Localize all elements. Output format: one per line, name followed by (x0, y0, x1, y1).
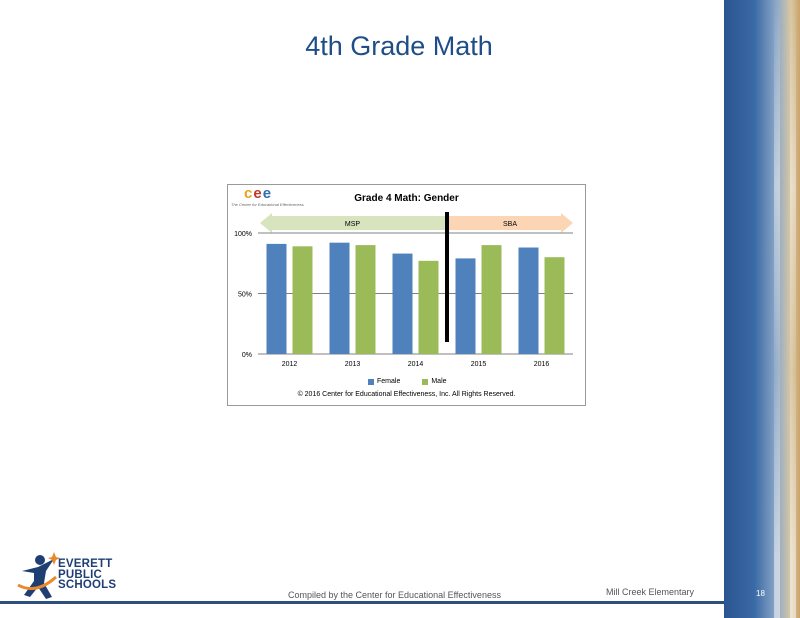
band-streak (790, 0, 796, 618)
bar-female (518, 247, 539, 354)
y-tick-label: 100% (234, 231, 252, 238)
logo-figure-icon (17, 552, 60, 599)
slide-title: 4th Grade Math (305, 31, 493, 61)
x-tick-label: 2015 (471, 361, 487, 368)
bar-male (355, 245, 376, 354)
cee-letter: c (244, 185, 254, 202)
bar-male (418, 260, 439, 354)
bar-male (292, 246, 313, 354)
band-msp (260, 213, 447, 233)
band-label-msp: MSP (345, 221, 361, 228)
band-streak (774, 0, 780, 618)
bar-female (392, 253, 413, 354)
footer-compiled-by: Compiled by the Center for Educational E… (288, 590, 501, 600)
y-tick-label: 50% (238, 292, 252, 299)
legend-swatch-female (368, 378, 374, 385)
y-tick-label: 0% (242, 352, 252, 359)
band-label-sba: SBA (503, 221, 517, 228)
legend-label-male: Male (431, 378, 447, 385)
bar-female (455, 258, 476, 354)
bar-male (544, 257, 565, 354)
page-number: 18 (756, 589, 765, 598)
cee-logo: cee The Center for Educational Effective… (230, 186, 304, 210)
chart-image: cee The Center for Educational Effective… (227, 184, 586, 406)
chart-title: Grade 4 Math: Gender (354, 193, 459, 204)
legend-item-female: Female (368, 378, 400, 385)
chart-plot: MSP SBA 0% 50% 100% 2012 2013 2014 2015 2016 (234, 212, 573, 368)
band-sba (447, 213, 573, 233)
cee-logo-subtitle: The Center for Educational Effectiveness (231, 202, 304, 207)
legend-item-male: Male (422, 378, 447, 385)
cee-letter: e (253, 185, 263, 202)
footer-school-name: Mill Creek Elementary (606, 587, 695, 597)
x-tick-label: 2016 (534, 361, 550, 368)
cee-logo-letters: cee (230, 186, 294, 202)
everett-public-schools-logo: EVERETT PUBLIC SCHOOLS (16, 551, 146, 601)
chart-copyright: © 2016 Center for Educational Effectiven… (297, 391, 516, 398)
bar-female (329, 242, 350, 354)
bar-male (481, 245, 502, 354)
cee-letter: e (262, 185, 273, 202)
decorative-side-band (724, 0, 800, 618)
x-tick-label: 2014 (408, 361, 424, 368)
x-tick-label: 2012 (282, 361, 298, 368)
logo-line: SCHOOLS (58, 579, 117, 591)
footer-divider (0, 601, 724, 604)
logo-text: EVERETT PUBLIC SCHOOLS (58, 559, 116, 591)
bar-female (266, 243, 287, 354)
logo-line: PUBLIC (58, 568, 103, 581)
legend-label-female: Female (377, 378, 401, 385)
chart-legend: Female Male (368, 378, 447, 385)
legend-swatch-male (422, 378, 429, 385)
x-tick-label: 2013 (345, 361, 361, 368)
logo-line: EVERETT (58, 558, 113, 570)
